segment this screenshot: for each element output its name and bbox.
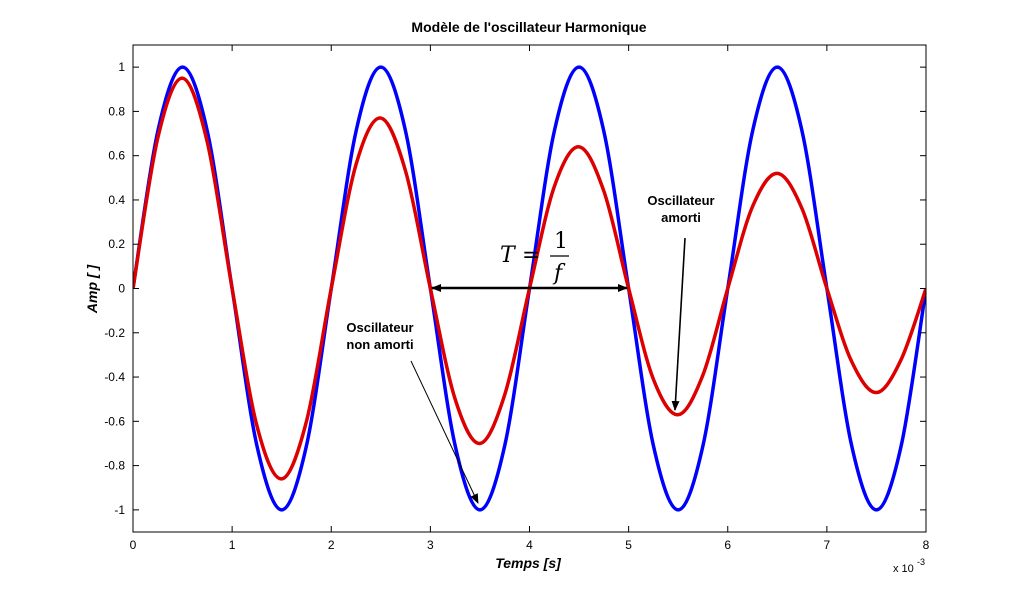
annotation-undamped-line1: Oscillateur — [346, 320, 413, 335]
x-exponent-power: -3 — [917, 557, 925, 567]
formula-T: T — [500, 243, 517, 268]
formula-denominator: f — [552, 261, 566, 286]
x-tick-label: 2 — [328, 538, 335, 552]
y-tick-label: 0.2 — [108, 237, 125, 251]
y-tick-label: -0.8 — [104, 459, 125, 473]
annotation-damped-arrow — [671, 237, 686, 411]
x-tick-label: 1 — [229, 538, 236, 552]
y-tick-label: -1 — [114, 503, 125, 517]
x-axis-exponent: x 10 -3 — [893, 557, 925, 575]
annotation-damped-line2: amorti — [661, 210, 701, 225]
x-tick-label: 0 — [130, 538, 137, 552]
formula-equals: = — [522, 243, 540, 268]
chart-title: Modèle de l'oscillateur Harmonique — [411, 19, 646, 35]
series-line-damped — [133, 76, 926, 481]
y-tick-label: 1 — [118, 60, 125, 74]
y-tick-label: 0.8 — [108, 104, 125, 118]
formula-numerator: 1 — [554, 229, 568, 254]
annotation-damped-line1: Oscillateur — [647, 193, 714, 208]
x-axis-label: Temps [s] — [495, 555, 562, 571]
y-tick-label: -0.2 — [104, 326, 125, 340]
y-tick-label: -0.6 — [104, 414, 125, 428]
period-formula: T = 1 f — [500, 229, 569, 286]
y-tick-label: 0 — [118, 282, 125, 296]
y-tick-label: 0.6 — [108, 149, 125, 163]
y-tick-label: -0.4 — [104, 370, 125, 384]
annotation-undamped-line2: non amorti — [346, 337, 413, 352]
annotation-undamped-arrow — [410, 360, 479, 504]
x-tick-label: 5 — [625, 538, 632, 552]
x-tick-label: 7 — [824, 538, 831, 552]
annotation-undamped: Oscillateur non amorti — [346, 320, 479, 504]
x-tick-label: 8 — [923, 538, 930, 552]
x-tick-label: 6 — [724, 538, 731, 552]
x-tick-label: 4 — [526, 538, 533, 552]
y-axis-label: Amp [ ] — [84, 264, 100, 315]
y-tick-label: 0.4 — [108, 193, 125, 207]
x-exponent-base: x 10 — [893, 563, 914, 575]
annotation-damped: Oscillateur amorti — [647, 193, 715, 411]
x-tick-label: 3 — [427, 538, 434, 552]
